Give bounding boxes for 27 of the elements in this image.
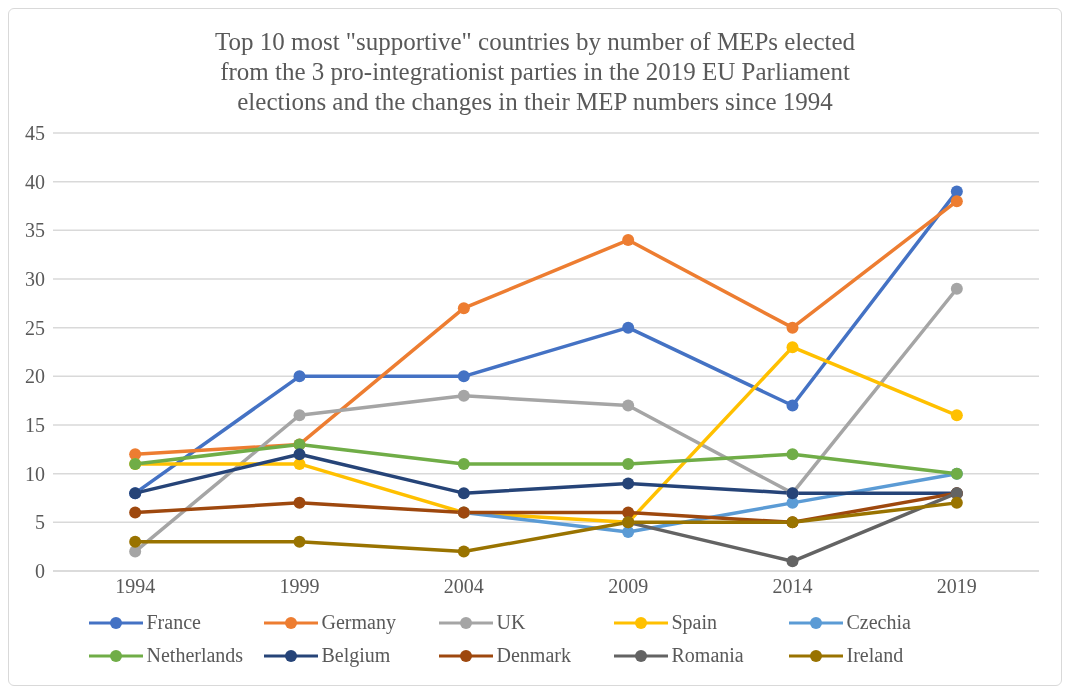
legend-label: Spain <box>671 611 718 634</box>
legend-label: Belgium <box>321 644 391 667</box>
x-tick-label: 1994 <box>115 575 156 598</box>
legend-label: Romania <box>671 644 744 667</box>
legend-label: Ireland <box>846 644 904 667</box>
y-tick-label: 0 <box>35 560 45 583</box>
x-tick-label: 2004 <box>443 575 484 598</box>
y-tick-label: 10 <box>25 462 45 485</box>
legend-label: Germany <box>321 611 396 634</box>
y-tick-label: 30 <box>25 268 45 291</box>
chart-title: Top 10 most "supportive" countries by number of MEPs elected from the 3 pro-integrationist parties in the 2019 EU Parliament elections and the changes in their MEP numbers since 1994 <box>213 27 857 117</box>
y-tick-label: 20 <box>25 365 45 388</box>
legend-label: Netherlands <box>146 644 244 667</box>
x-tick-label: 2014 <box>772 575 813 598</box>
x-tick-label: 2019 <box>936 575 977 598</box>
legend-label: UK <box>496 611 526 634</box>
x-tick-label: 1999 <box>279 575 320 598</box>
y-tick-label: 15 <box>25 414 45 437</box>
y-tick-label: 45 <box>25 122 45 145</box>
y-tick-label: 5 <box>35 511 45 534</box>
legend-label: Denmark <box>496 644 571 667</box>
legend-label: Czechia <box>846 611 911 634</box>
x-tick-label: 2009 <box>608 575 649 598</box>
y-tick-label: 35 <box>25 219 45 242</box>
y-tick-label: 25 <box>25 316 45 339</box>
legend-label: France <box>146 611 201 634</box>
y-tick-label: 40 <box>25 170 45 193</box>
